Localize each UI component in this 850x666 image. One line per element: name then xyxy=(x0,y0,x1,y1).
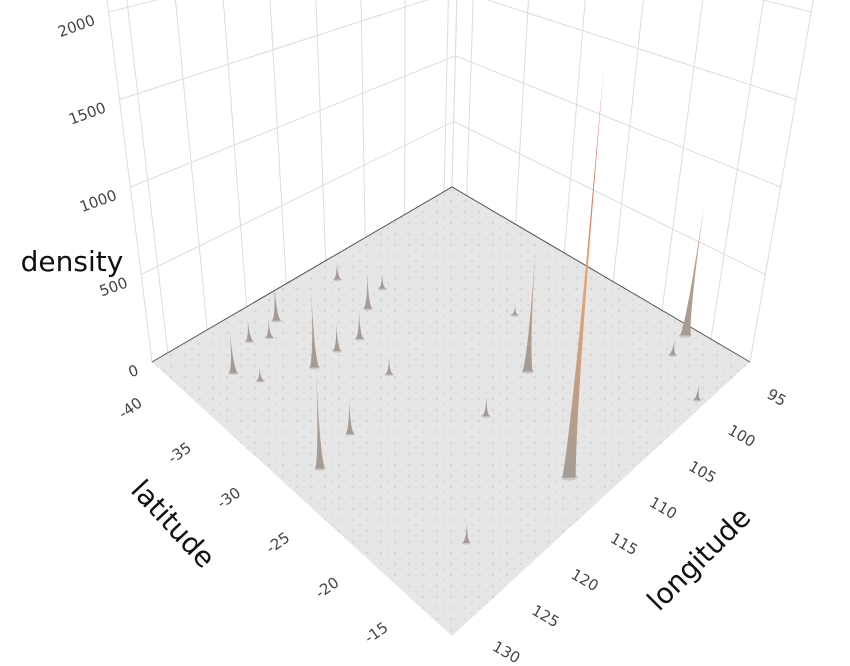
spike xyxy=(315,371,325,469)
x-tick-label: 95 xyxy=(764,385,790,410)
spike xyxy=(272,283,281,321)
spike xyxy=(229,331,238,374)
spike xyxy=(511,305,519,316)
spike xyxy=(245,318,254,342)
x-tick-label: 110 xyxy=(646,493,680,523)
y-tick-label: -20 xyxy=(312,573,342,602)
z-tick-label: 1500 xyxy=(66,99,108,129)
spike xyxy=(355,310,364,339)
y-tick-label: -25 xyxy=(263,528,293,557)
y-grid-line xyxy=(515,0,529,225)
y-tick-label: -35 xyxy=(164,439,194,468)
y-tick-label: -30 xyxy=(214,484,244,513)
spike xyxy=(256,366,265,381)
x-grid-line xyxy=(404,0,406,215)
z-tick-label: 1000 xyxy=(77,186,119,216)
spike xyxy=(378,274,386,289)
x-grid-line xyxy=(222,0,248,307)
spike xyxy=(482,396,490,417)
spike xyxy=(333,323,342,351)
spike xyxy=(522,250,536,372)
x-grid-line xyxy=(443,0,449,192)
x-tick-label: 115 xyxy=(607,529,641,559)
spikes xyxy=(228,63,705,545)
x-tick-label: 125 xyxy=(529,601,563,631)
spike xyxy=(345,398,355,435)
x-grid-line xyxy=(174,0,208,330)
y-tick-label: -15 xyxy=(361,618,391,647)
x-tick-label: 100 xyxy=(725,421,759,451)
x-axis-title: longitude xyxy=(641,501,758,618)
spike xyxy=(385,357,393,375)
y-grid-line xyxy=(612,0,644,282)
z-grid-line xyxy=(140,120,766,275)
spike xyxy=(693,383,701,401)
y-grid-line xyxy=(563,0,586,254)
x-grid-line xyxy=(360,0,366,238)
spike xyxy=(309,294,320,368)
spike xyxy=(363,272,373,309)
spike xyxy=(265,319,274,338)
z-grid-line xyxy=(119,0,797,100)
x-grid-line xyxy=(315,0,327,261)
z-tick-label: 0 xyxy=(126,361,141,381)
x-grid-line xyxy=(269,0,287,284)
spike xyxy=(668,338,677,356)
x-tick-label: 105 xyxy=(685,457,719,487)
y-tick-label: -40 xyxy=(115,394,145,423)
floor-texture xyxy=(152,187,750,636)
x-tick-label: 120 xyxy=(568,565,602,595)
floor xyxy=(151,186,751,636)
z-grid-line xyxy=(130,55,781,188)
back-edges xyxy=(151,186,751,363)
z-axis-title: density xyxy=(21,245,124,278)
z-tick-label: 2000 xyxy=(55,11,97,41)
spike xyxy=(333,261,342,280)
y-grid-line xyxy=(466,0,474,196)
spike xyxy=(462,522,471,543)
y-axis-title: latitude xyxy=(124,473,221,574)
y-grid-line xyxy=(661,0,704,311)
x-tick-label: 130 xyxy=(489,637,523,666)
